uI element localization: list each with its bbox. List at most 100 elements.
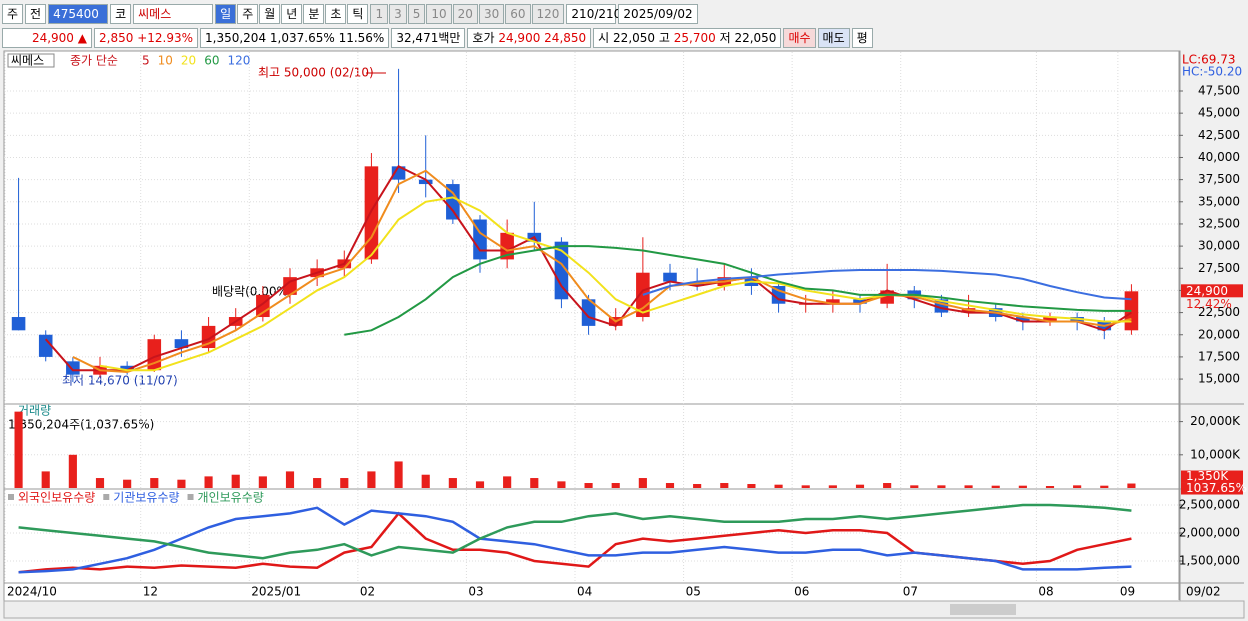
x-tick-label: 02: [360, 585, 375, 599]
open-label: 시: [598, 31, 610, 45]
period-button[interactable]: 5: [407, 4, 426, 24]
period-button[interactable]: 분: [303, 4, 325, 24]
ma-line: [44, 165, 1132, 372]
bar: [421, 474, 430, 488]
y-tick-label: 42,500: [1198, 128, 1240, 142]
bar: [475, 481, 485, 488]
price-marker-label: 24,900: [1186, 284, 1228, 298]
bar: [285, 471, 295, 488]
y-tick-label: 22,500: [1198, 305, 1240, 319]
bar: [177, 479, 186, 488]
period-button[interactable]: 월: [259, 4, 281, 24]
label-box: [7, 53, 55, 68]
period-button[interactable]: 년: [281, 4, 303, 24]
price-change: 12.42%: [1186, 297, 1232, 311]
ratio-marker: [1181, 482, 1243, 495]
bar: [503, 476, 512, 488]
bar: [150, 478, 159, 488]
scroll-thumb[interactable]: [950, 604, 1016, 615]
candle-body: [663, 272, 677, 282]
bar: [557, 481, 566, 488]
market[interactable]: 주: [2, 4, 24, 24]
high-label: 고: [658, 31, 670, 45]
legend-item: 10: [158, 54, 173, 68]
bar: [964, 485, 973, 488]
candle-body: [283, 277, 297, 295]
quote: 24,900 ▲ 2,850 +12.93% 1,350,204 1,037.6…: [2, 28, 873, 48]
bar: [1127, 483, 1136, 488]
ask: 24,900: [498, 31, 541, 45]
period-button[interactable]: 일: [215, 4, 237, 24]
bar: [95, 478, 105, 488]
period-button[interactable]: 60: [505, 4, 531, 24]
candle-body: [66, 361, 80, 375]
bar: [801, 485, 810, 488]
legend-swatch: [8, 494, 14, 500]
bar: [828, 485, 837, 488]
date[interactable]: 2025/09/02: [618, 4, 698, 24]
code-input[interactable]: 475400: [48, 4, 109, 24]
max-annotation: 최고 50,000 (02/10): [258, 66, 374, 80]
candle-body: [500, 232, 514, 260]
bar: [258, 476, 267, 488]
y-tick-label: 40,000: [1198, 150, 1240, 164]
candle-body: [446, 184, 460, 220]
volume-title: 거래량: [18, 404, 51, 418]
y-tick-label: 10,000K: [1190, 447, 1241, 461]
period-button[interactable]: 3: [389, 4, 407, 24]
last-date: 09/02: [1186, 585, 1221, 599]
y-tick-label: 1,500,000: [1179, 553, 1240, 567]
dividend-annotation: 배당락(0.00%): [212, 285, 293, 299]
legend-item: 5: [142, 54, 150, 68]
x-tick-label: 09: [1120, 585, 1135, 599]
scrollbar[interactable]: [3, 600, 1245, 619]
bar: [530, 478, 539, 488]
period-button[interactable]: 1: [370, 4, 389, 24]
x-tick-label: 06: [794, 585, 809, 599]
bar: [611, 483, 620, 488]
legend-item: 20: [181, 54, 196, 68]
legend-item: 기관보유수량: [113, 491, 179, 505]
prev[interactable]: 전: [25, 4, 47, 24]
bar: [1018, 485, 1027, 488]
legend-item: 개인보유수량: [198, 491, 264, 505]
period-button[interactable]: 20: [452, 4, 478, 24]
period-button[interactable]: 10: [426, 4, 452, 24]
exchange[interactable]: 코: [110, 4, 132, 24]
period-button[interactable]: 120: [531, 4, 565, 24]
ma-line: [642, 269, 1132, 301]
period-button[interactable]: 틱: [347, 4, 369, 24]
candle-body: [853, 299, 867, 304]
period-button[interactable]: 주: [237, 4, 259, 24]
candle-body: [826, 299, 840, 304]
y-tick-label: 2,500,000: [1179, 498, 1240, 512]
sell-button[interactable]: 매도: [817, 28, 850, 48]
y-tick-label: 20,000: [1198, 327, 1240, 341]
bar: [1100, 485, 1109, 488]
stock-name[interactable]: 씨메스: [133, 4, 214, 24]
arrow: ▲: [77, 31, 87, 45]
bar: [394, 461, 403, 488]
candle-body: [1016, 317, 1030, 322]
y-tick-label: 37,500: [1198, 172, 1240, 186]
y-tick-label: 2,000,000: [1179, 526, 1240, 540]
y-tick-label: 15,000: [1198, 372, 1240, 386]
candle-body: [554, 241, 569, 300]
bar: [41, 471, 50, 488]
period-button[interactable]: 30: [478, 4, 505, 24]
candle-body: [11, 317, 26, 331]
volume-subtitle: 1,350,204주(1,037.65%): [8, 418, 154, 432]
candle-body: [581, 299, 596, 326]
bar: [937, 485, 946, 488]
period-button[interactable]: 초: [325, 4, 347, 24]
avg-button[interactable]: 평: [851, 28, 873, 48]
buy-button[interactable]: 매수: [783, 28, 816, 48]
low-label: 저: [719, 31, 731, 45]
ma-line: [99, 196, 1132, 372]
bar: [14, 411, 23, 488]
bar: [693, 484, 702, 488]
volume-marker: [1181, 470, 1243, 483]
count[interactable]: 210/210: [566, 4, 621, 24]
lc: LC:69.73: [1182, 53, 1235, 67]
hc: HC:-50.20: [1182, 65, 1242, 79]
